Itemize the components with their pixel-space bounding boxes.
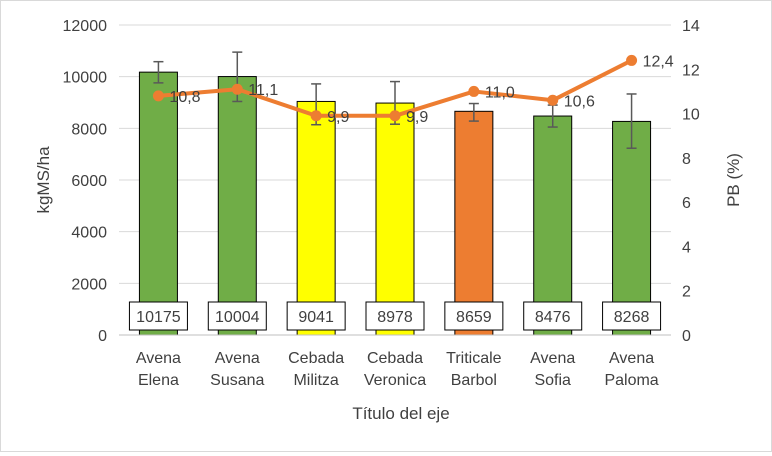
- line-data-label: 11,1: [248, 82, 278, 99]
- line-point: [468, 85, 480, 97]
- x-tick-label: Avena: [609, 350, 654, 367]
- y-tick-label: 4000: [71, 225, 107, 242]
- line-data-label: 9,9: [406, 109, 428, 126]
- line-data-label: 12,4: [643, 53, 674, 70]
- y-tick-label: 8000: [71, 121, 107, 138]
- line-data-label: 11,0: [485, 84, 515, 101]
- x-tick-label: Triticale: [446, 350, 502, 367]
- x-tick-label: Elena: [138, 372, 179, 389]
- bar: [296, 100, 336, 336]
- bar-value-labels: 10175 10004 9041 8978 8659 8476 8268: [128, 301, 662, 331]
- axis-ticks: 0 2000 4000 6000 8000 10000 12000 0 2 4 6 8 10 12 14 Av…: [63, 18, 700, 389]
- bar: [612, 120, 652, 336]
- line-data-label: 9,9: [327, 109, 349, 126]
- y2-tick-label: 0: [682, 328, 691, 345]
- y2-tick-label: 12: [682, 62, 700, 79]
- line-point: [152, 90, 164, 102]
- y-tick-label: 0: [98, 328, 107, 345]
- bar-value-label: 8659: [456, 309, 492, 326]
- x-tick-label: Barbol: [451, 372, 497, 389]
- y-tick-label: 12000: [63, 18, 108, 35]
- x-tick-label: Avena: [530, 350, 575, 367]
- bar-value-label: 10004: [215, 309, 260, 326]
- y-axis-title: kgMS/ha: [34, 146, 53, 214]
- bar-value-box: [365, 301, 425, 331]
- line-data-label: 10,8: [169, 89, 200, 106]
- line-data-label: 10,6: [564, 93, 595, 110]
- bar: [454, 110, 494, 336]
- bar: [217, 76, 257, 336]
- bar-value-box: [286, 301, 346, 331]
- y2-tick-label: 10: [682, 107, 700, 124]
- y-tick-label: 6000: [71, 173, 107, 190]
- line-point: [231, 83, 243, 95]
- line-point: [310, 110, 322, 122]
- y2-tick-label: 6: [682, 195, 691, 212]
- bar-value-label: 8978: [377, 309, 413, 326]
- bar-value-box: [128, 301, 188, 331]
- x-tick-label: Avena: [215, 350, 260, 367]
- bar: [375, 102, 415, 336]
- x-axis-title: Título del eje: [352, 404, 449, 423]
- y-tick-label: 10000: [63, 70, 108, 87]
- y2-tick-label: 14: [682, 18, 700, 35]
- bar-value-box: [523, 301, 583, 331]
- x-tick-label: Susana: [210, 372, 264, 389]
- bar-value-label: 8268: [614, 309, 650, 326]
- bar-value-label: 10175: [136, 309, 181, 326]
- y-tick-label: 2000: [71, 276, 107, 293]
- line-point: [547, 94, 559, 106]
- x-tick-label: Militza: [293, 372, 338, 389]
- y2-tick-label: 4: [682, 239, 691, 256]
- line-series: 10,8 11,1 9,9 9,9 11,0 10,6 12,4: [152, 53, 674, 126]
- x-tick-label: Avena: [136, 350, 181, 367]
- x-tick-label: Veronica: [364, 372, 426, 389]
- x-tick-label: Cebada: [288, 350, 344, 367]
- y2-tick-label: 8: [682, 151, 691, 168]
- x-tick-label: Cebada: [367, 350, 423, 367]
- bar-value-box: [602, 301, 662, 331]
- line-point: [626, 54, 638, 66]
- bar-value-box: [207, 301, 267, 331]
- bar-value-box: [444, 301, 504, 331]
- bar-value-label: 9041: [298, 309, 334, 326]
- x-tick-label: Paloma: [604, 372, 658, 389]
- bar: [138, 71, 178, 336]
- line-point: [389, 110, 401, 122]
- bar-value-label: 8476: [535, 309, 571, 326]
- y2-axis-title: PB (%): [724, 153, 743, 207]
- x-tick-label: Sofia: [534, 372, 571, 389]
- bar: [533, 115, 573, 336]
- y2-tick-label: 2: [682, 284, 691, 301]
